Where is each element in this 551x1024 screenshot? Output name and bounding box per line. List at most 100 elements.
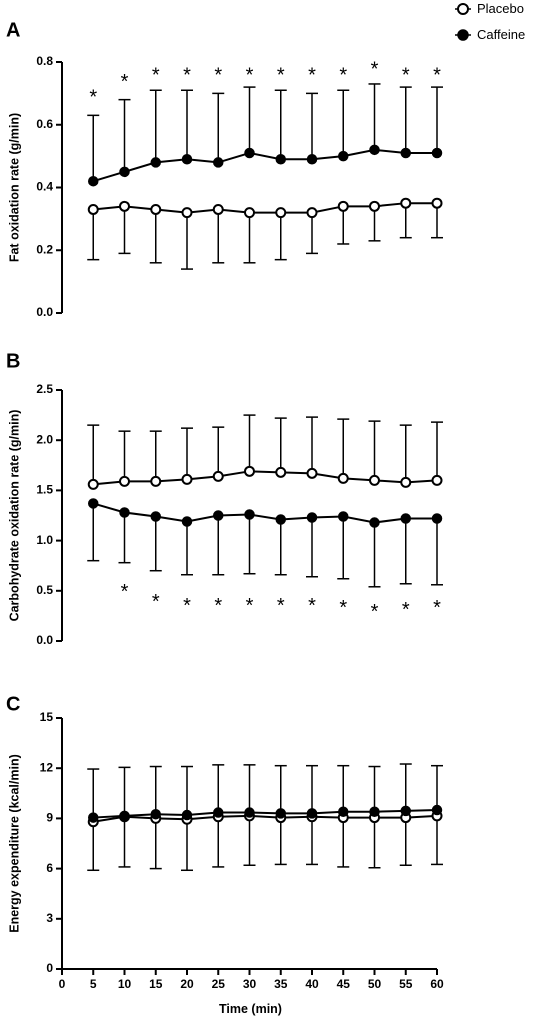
- data-point-placebo: [275, 207, 287, 219]
- significance-marker: *: [89, 87, 97, 109]
- data-point-caffeine: [431, 513, 443, 524]
- data-point-caffeine: [306, 808, 318, 819]
- data-point-caffeine: [369, 806, 380, 817]
- data-point-placebo: [181, 207, 193, 219]
- legend-markers: [455, 3, 471, 41]
- significance-marker: *: [277, 595, 285, 617]
- data-point-placebo: [150, 203, 162, 215]
- data-point-placebo: [275, 466, 287, 478]
- legend: Placebo Caffeine: [455, 0, 551, 46]
- data-point-caffeine: [181, 516, 193, 527]
- data-point-caffeine: [88, 812, 99, 823]
- data-point-caffeine: [275, 514, 286, 525]
- x-axis-title: Time (min): [219, 1002, 282, 1016]
- data-point-caffeine: [431, 147, 443, 159]
- data-point-placebo: [87, 478, 99, 490]
- significance-marker: *: [246, 595, 254, 617]
- data-point-placebo: [244, 207, 255, 219]
- data-point-caffeine: [150, 157, 161, 168]
- data-point-caffeine: [150, 511, 161, 522]
- y-tick-label: 6: [46, 861, 53, 875]
- data-point-caffeine: [338, 511, 349, 522]
- x-tick-label: 50: [368, 977, 382, 991]
- data-point-caffeine: [119, 166, 130, 178]
- y-tick-label: 0.0: [36, 633, 53, 647]
- x-tick-label: 40: [305, 977, 319, 991]
- data-point-placebo: [369, 474, 380, 486]
- data-point-caffeine: [431, 804, 443, 816]
- y-axis-title: Carbohydrate oxidation rate (g/min): [7, 410, 21, 622]
- data-point-caffeine: [400, 147, 411, 159]
- x-tick-label: 30: [243, 977, 257, 991]
- y-tick-label: 0: [46, 961, 53, 975]
- significance-marker: *: [183, 595, 191, 617]
- data-point-caffeine: [181, 154, 193, 165]
- data-point-caffeine: [244, 147, 255, 159]
- data-point-placebo: [431, 197, 443, 209]
- data-point-placebo: [431, 474, 443, 486]
- data-point-caffeine: [88, 175, 99, 187]
- significance-marker: *: [371, 58, 379, 80]
- y-axis-title: Fat oxidation rate (g/min): [7, 113, 21, 262]
- y-tick-label: 0.8: [36, 54, 53, 68]
- data-point-placebo: [337, 200, 349, 212]
- data-point-placebo: [150, 475, 162, 487]
- data-point-placebo: [306, 207, 318, 219]
- significance-marker: *: [121, 71, 129, 93]
- y-tick-label: 9: [46, 811, 53, 825]
- significance-marker: *: [339, 597, 347, 619]
- y-tick-label: 0.2: [36, 242, 53, 256]
- series-line-placebo: [93, 814, 438, 823]
- significance-marker: *: [246, 65, 254, 87]
- data-point-placebo: [400, 197, 412, 209]
- data-point-caffeine: [244, 807, 255, 818]
- panel-c: C 0 3 6 9 12 15 Energy expenditure (kcal/min) 0 5…: [6, 693, 444, 1016]
- data-point-caffeine: [369, 517, 380, 528]
- x-tick-label: 15: [149, 977, 163, 991]
- data-point-caffeine: [275, 808, 286, 819]
- data-point-caffeine: [369, 144, 380, 156]
- data-point-placebo: [337, 472, 349, 484]
- legend-label-caffeine: Caffeine: [477, 27, 526, 42]
- data-point-caffeine: [213, 807, 224, 818]
- data-point-caffeine: [338, 806, 349, 817]
- panel-letter: C: [6, 693, 20, 715]
- significance-marker: *: [152, 65, 160, 87]
- data-point-placebo: [212, 470, 224, 482]
- y-tick-label: 3: [46, 911, 53, 925]
- significance-marker: *: [214, 595, 222, 617]
- significance-marker: *: [371, 601, 379, 623]
- y-tick-label: 0.0: [36, 305, 53, 319]
- y-tick-label: 0.5: [36, 583, 53, 597]
- legend-marker-caffeine: [457, 29, 469, 41]
- data-point-placebo: [181, 473, 193, 485]
- panel-letter: B: [6, 350, 20, 372]
- significance-marker: *: [402, 599, 410, 621]
- data-point-caffeine: [275, 154, 286, 165]
- y-tick-label: 15: [40, 710, 54, 724]
- data-point-caffeine: [150, 808, 161, 820]
- significance-marker: *: [433, 597, 441, 619]
- data-point-caffeine: [400, 805, 411, 817]
- significance-marker: *: [339, 65, 347, 87]
- data-point-caffeine: [213, 157, 224, 168]
- series-line-placebo: [93, 202, 437, 214]
- x-tick-label: 0: [59, 977, 66, 991]
- x-tick-label: 20: [180, 977, 194, 991]
- significance-marker: *: [308, 595, 316, 617]
- data-point-caffeine: [338, 150, 349, 162]
- data-point-caffeine: [306, 512, 318, 523]
- y-tick-label: 0.4: [36, 180, 53, 194]
- legend-label-placebo: Placebo: [477, 1, 524, 16]
- data-point-placebo: [87, 203, 99, 215]
- x-tick-label: 45: [337, 977, 351, 991]
- series-line-placebo: [93, 470, 438, 486]
- significance-marker: *: [433, 65, 441, 87]
- legend-marker-placebo: [457, 3, 469, 15]
- y-tick-label: 2.0: [36, 432, 53, 446]
- data-point-caffeine: [181, 809, 193, 821]
- y-tick-label: 12: [40, 760, 54, 774]
- y-tick-label: 1.0: [36, 533, 53, 547]
- series-line-caffeine: [92, 148, 437, 183]
